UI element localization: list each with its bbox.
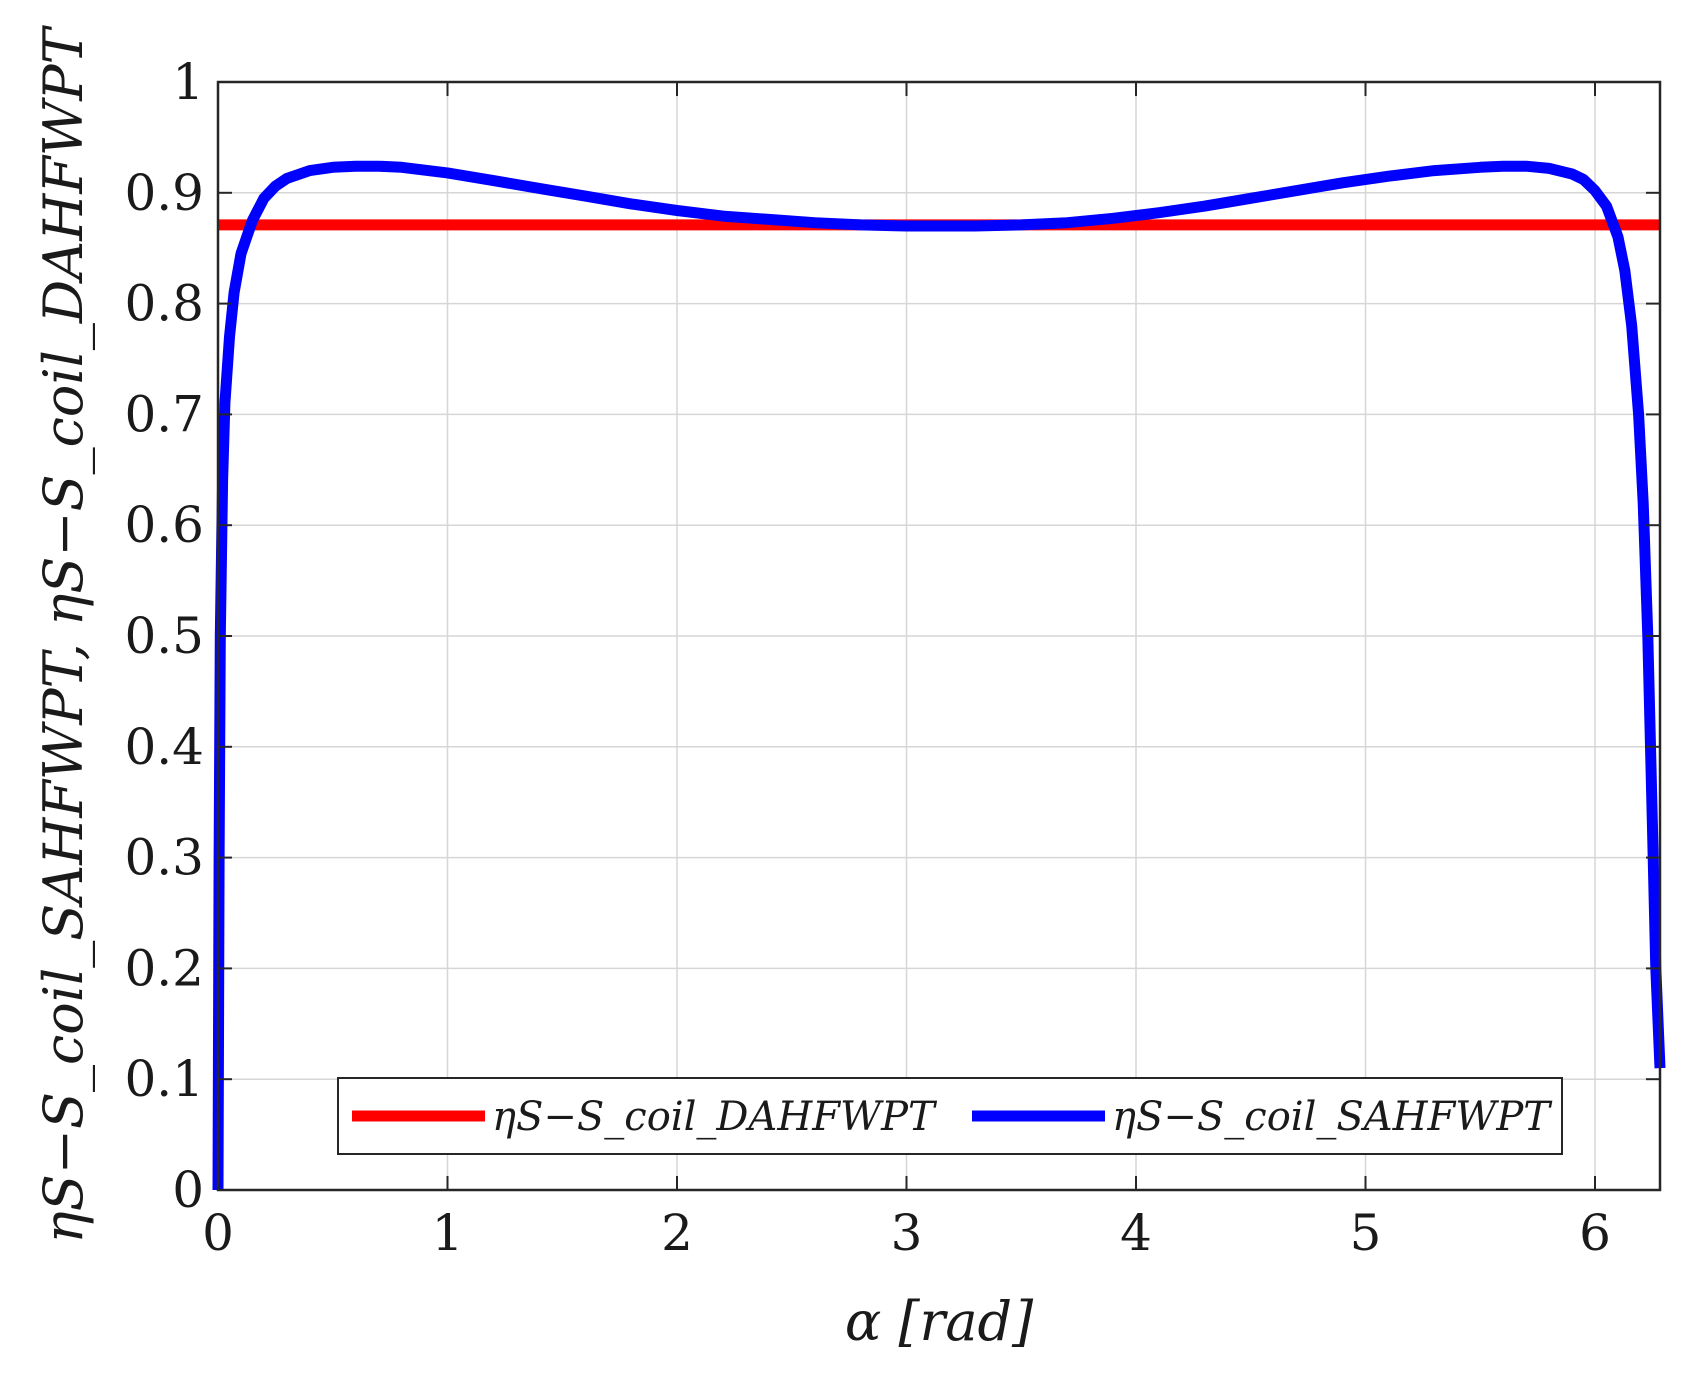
y-tick-label: 0.6 bbox=[124, 496, 204, 554]
x-tick-label: 6 bbox=[1579, 1204, 1611, 1262]
x-tick-label: 0 bbox=[202, 1204, 234, 1262]
legend-label-1: ηS−S_coil_DAHFWPT bbox=[492, 1094, 938, 1140]
x-tick-label: 2 bbox=[661, 1204, 693, 1262]
y-tick-label: 0.2 bbox=[124, 939, 204, 997]
legend-label-2: ηS−S_coil_SAHFWPT bbox=[1112, 1094, 1553, 1140]
y-tick-label: 0.7 bbox=[124, 385, 204, 443]
x-tick-label: 1 bbox=[432, 1204, 464, 1262]
x-tick-label: 4 bbox=[1120, 1204, 1152, 1262]
y-tick-label: 1 bbox=[172, 53, 204, 111]
legend: ηS−S_coil_DAHFWPT ηS−S_coil_SAHFWPT bbox=[337, 1077, 1563, 1155]
x-tick-label: 3 bbox=[891, 1204, 923, 1262]
y-tick-label: 0.9 bbox=[124, 164, 204, 222]
series-line-2 bbox=[212, 160, 1666, 1191]
y-axis-label: ηS−S_coil_SAHFWPT, ηS−S_coil_DAHFWPT bbox=[32, 24, 95, 1243]
grid-lines bbox=[217, 81, 1660, 1191]
y-tick-label: 0 bbox=[172, 1161, 204, 1219]
y-tick-label: 0.8 bbox=[124, 275, 204, 333]
x-axis-label: α [rad] bbox=[845, 1290, 1034, 1353]
x-tick-label: 5 bbox=[1350, 1204, 1382, 1262]
y-tick-label: 0.5 bbox=[124, 607, 204, 665]
tick-labels: 0 1 2 3 4 5 6 0 0.1 0.2 0.3 0.4 0.5 0.6 0.7 0.8 0.9 1 bbox=[124, 53, 1660, 1262]
y-tick-label: 0.1 bbox=[124, 1050, 204, 1108]
legend-box bbox=[337, 1077, 1563, 1155]
y-tick-label: 0.3 bbox=[124, 829, 204, 887]
y-tick-label: 0.4 bbox=[124, 718, 204, 776]
plot-series bbox=[212, 160, 1666, 1191]
